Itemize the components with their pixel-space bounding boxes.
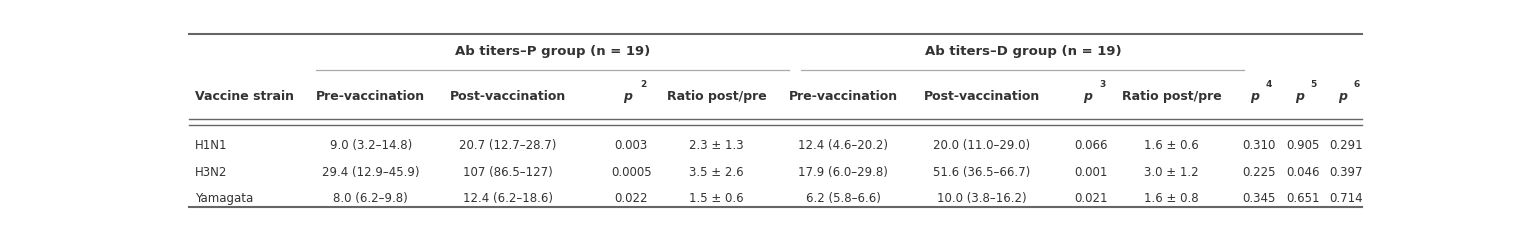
Text: 0.225: 0.225 <box>1242 166 1275 179</box>
Text: Post-vaccination: Post-vaccination <box>923 90 1039 103</box>
Text: 0.003: 0.003 <box>614 139 648 152</box>
Text: 0.651: 0.651 <box>1286 192 1319 205</box>
Text: 0.291: 0.291 <box>1330 139 1363 152</box>
Text: 6.2 (5.8–6.6): 6.2 (5.8–6.6) <box>806 192 881 205</box>
Text: 0.905: 0.905 <box>1286 139 1319 152</box>
Text: 9.0 (3.2–14.8): 9.0 (3.2–14.8) <box>330 139 412 152</box>
Text: p: p <box>1251 90 1259 103</box>
Text: 20.0 (11.0–29.0): 20.0 (11.0–29.0) <box>934 139 1030 152</box>
Text: H1N1: H1N1 <box>195 139 227 152</box>
Text: Pre-vaccination: Pre-vaccination <box>316 90 425 103</box>
Text: p: p <box>1083 90 1092 103</box>
Text: Vaccine strain: Vaccine strain <box>195 90 294 103</box>
Text: 8.0 (6.2–9.8): 8.0 (6.2–9.8) <box>333 192 409 205</box>
Text: 12.4 (6.2–18.6): 12.4 (6.2–18.6) <box>463 192 554 205</box>
Text: 2: 2 <box>640 80 646 89</box>
Text: 1.5 ± 0.6: 1.5 ± 0.6 <box>690 192 744 205</box>
Text: 5: 5 <box>1310 80 1316 89</box>
Text: 3.0 ± 1.2: 3.0 ± 1.2 <box>1144 166 1200 179</box>
Text: 0.021: 0.021 <box>1074 192 1108 205</box>
Text: Pre-vaccination: Pre-vaccination <box>788 90 899 103</box>
Text: 0.397: 0.397 <box>1330 166 1363 179</box>
Text: 0.066: 0.066 <box>1074 139 1108 152</box>
Text: 2.3 ± 1.3: 2.3 ± 1.3 <box>690 139 744 152</box>
Text: 0.046: 0.046 <box>1286 166 1319 179</box>
Text: 10.0 (3.8–16.2): 10.0 (3.8–16.2) <box>937 192 1027 205</box>
Text: 0.345: 0.345 <box>1242 192 1275 205</box>
Text: 6: 6 <box>1354 80 1360 89</box>
Text: 12.4 (4.6–20.2): 12.4 (4.6–20.2) <box>799 139 888 152</box>
Text: 3: 3 <box>1100 80 1106 89</box>
Text: 3.5 ± 2.6: 3.5 ± 2.6 <box>690 166 744 179</box>
Text: H3N2: H3N2 <box>195 166 227 179</box>
Text: 1.6 ± 0.6: 1.6 ± 0.6 <box>1144 139 1200 152</box>
Text: 17.9 (6.0–29.8): 17.9 (6.0–29.8) <box>799 166 888 179</box>
Text: 0.001: 0.001 <box>1074 166 1108 179</box>
Text: 107 (86.5–127): 107 (86.5–127) <box>463 166 552 179</box>
Text: 0.0005: 0.0005 <box>611 166 652 179</box>
Text: 20.7 (12.7–28.7): 20.7 (12.7–28.7) <box>460 139 557 152</box>
Text: 0.022: 0.022 <box>614 192 648 205</box>
Text: 51.6 (36.5–66.7): 51.6 (36.5–66.7) <box>934 166 1030 179</box>
Text: p: p <box>623 90 632 103</box>
Text: Ratio post/pre: Ratio post/pre <box>667 90 767 103</box>
Text: Ab titers–D group (n = 19): Ab titers–D group (n = 19) <box>924 45 1121 58</box>
Text: p: p <box>1295 90 1304 103</box>
Text: p: p <box>1339 90 1348 103</box>
Text: 0.310: 0.310 <box>1242 139 1275 152</box>
Text: 4: 4 <box>1266 80 1272 89</box>
Text: Post-vaccination: Post-vaccination <box>449 90 566 103</box>
Text: 29.4 (12.9–45.9): 29.4 (12.9–45.9) <box>322 166 419 179</box>
Text: 1.6 ± 0.8: 1.6 ± 0.8 <box>1144 192 1200 205</box>
Text: 0.714: 0.714 <box>1330 192 1363 205</box>
Text: Yamagata: Yamagata <box>195 192 253 205</box>
Text: Ratio post/pre: Ratio post/pre <box>1121 90 1221 103</box>
Text: Ab titers–P group (n = 19): Ab titers–P group (n = 19) <box>455 45 651 58</box>
